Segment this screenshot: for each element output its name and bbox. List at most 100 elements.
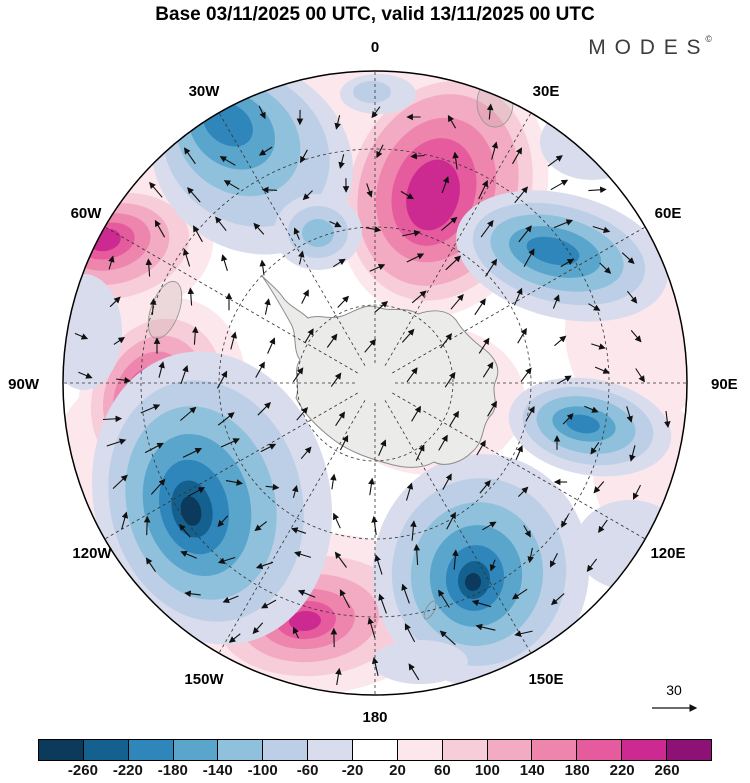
colorbar-tick: 180	[564, 762, 590, 779]
line-shape	[149, 181, 163, 198]
line-shape	[392, 392, 646, 540]
line-shape	[591, 343, 606, 350]
line-shape	[523, 525, 531, 538]
line-shape	[523, 248, 535, 267]
line-shape	[479, 480, 491, 494]
colorbar-cell	[172, 739, 219, 761]
line-shape	[293, 227, 300, 240]
path-shape	[261, 275, 499, 468]
line-shape	[221, 254, 228, 271]
lon-label-180: 180	[362, 709, 387, 726]
colorbar-cell	[38, 739, 84, 761]
line-shape	[364, 338, 377, 353]
lon-label-30w: 30W	[189, 83, 221, 100]
ellipse-shape	[423, 600, 437, 620]
line-shape	[296, 406, 309, 421]
line-shape	[330, 473, 337, 490]
line-shape	[411, 290, 427, 304]
line-shape	[588, 186, 607, 194]
line-shape	[291, 527, 307, 534]
line-shape	[335, 667, 342, 686]
line-shape	[267, 337, 276, 354]
line-shape	[449, 410, 459, 427]
reference-vector-label: 30	[666, 682, 682, 698]
line-shape	[294, 551, 312, 558]
circle-shape	[140, 148, 610, 618]
ellipse-shape	[540, 104, 644, 180]
line-shape	[217, 556, 236, 565]
line-shape	[108, 255, 115, 270]
line-shape	[187, 287, 195, 306]
line-shape	[297, 589, 316, 598]
line-shape	[366, 183, 373, 198]
line-shape	[560, 258, 575, 268]
line-shape	[158, 361, 165, 378]
line-shape	[334, 551, 347, 568]
line-shape	[374, 554, 383, 575]
colorbar-tick: -20	[341, 762, 364, 779]
line-shape	[476, 439, 486, 456]
line-shape	[368, 477, 375, 496]
line-shape	[590, 441, 600, 455]
line-shape	[514, 186, 528, 204]
line-shape	[447, 114, 457, 129]
line-shape	[259, 259, 267, 276]
line-shape	[413, 543, 421, 566]
wind-arrows	[74, 103, 671, 686]
line-shape	[187, 487, 206, 497]
colorbar-cells	[38, 739, 712, 761]
line-shape	[298, 250, 305, 265]
line-shape	[550, 593, 565, 606]
lon-label-150e: 150E	[528, 671, 563, 688]
line-shape	[384, 400, 532, 654]
antarctica-landmass	[261, 275, 499, 620]
colorbar-cell	[262, 739, 309, 761]
line-shape	[633, 484, 641, 500]
line-shape	[180, 550, 197, 559]
line-shape	[515, 445, 523, 461]
line-shape	[102, 415, 123, 423]
line-shape	[626, 290, 638, 304]
line-shape	[552, 294, 560, 309]
lon-label-30e: 30E	[533, 83, 560, 100]
line-shape	[517, 327, 527, 344]
line-shape	[441, 216, 458, 231]
circle-shape	[296, 304, 454, 462]
line-shape	[220, 438, 240, 448]
longitude-labels: 0 30E 60E 90E 120E 150E 180 150W 120W 90…	[8, 39, 738, 726]
ellipse-shape	[302, 219, 334, 247]
line-shape	[222, 595, 239, 603]
line-shape	[264, 298, 271, 315]
line-shape	[145, 557, 156, 573]
line-shape	[223, 180, 240, 190]
line-shape	[257, 402, 271, 416]
line-shape	[401, 583, 410, 604]
line-shape	[471, 599, 492, 608]
line-shape	[664, 411, 671, 428]
line-shape	[592, 225, 611, 234]
line-shape	[260, 443, 277, 453]
line-shape	[404, 623, 416, 643]
line-shape	[550, 179, 569, 191]
colorbar-cell	[441, 739, 488, 761]
line-shape	[489, 559, 496, 572]
line-shape	[525, 405, 535, 422]
ellipse-shape	[63, 274, 122, 390]
colorbar-cell	[82, 739, 129, 761]
line-shape	[556, 375, 572, 385]
line-shape	[183, 147, 196, 165]
line-shape	[261, 599, 277, 609]
ellipse-shape	[464, 573, 482, 591]
page-title: Base 03/11/2025 00 UTC, valid 13/11/2025…	[155, 4, 595, 25]
line-shape	[191, 326, 199, 345]
line-shape	[143, 515, 151, 536]
line-shape	[258, 105, 266, 120]
lon-label-120e: 120E	[650, 545, 685, 562]
line-shape	[392, 226, 646, 374]
line-shape	[562, 413, 574, 425]
line-shape	[452, 549, 459, 570]
colorbar-cell	[127, 739, 174, 761]
line-shape	[584, 405, 599, 413]
line-shape	[255, 361, 265, 378]
line-shape	[300, 446, 312, 460]
